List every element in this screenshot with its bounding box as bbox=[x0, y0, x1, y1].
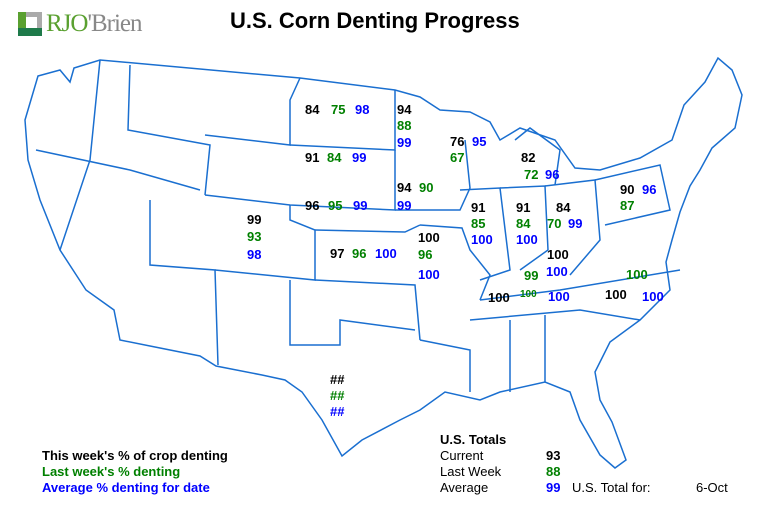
ia-average: 99 bbox=[397, 198, 412, 213]
co-current: 99 bbox=[247, 212, 262, 227]
sd-last-week: 84 bbox=[327, 150, 342, 165]
totals-last-label: Last Week bbox=[440, 464, 502, 479]
mi-average: 96 bbox=[545, 167, 560, 182]
il-current: 91 bbox=[471, 200, 486, 215]
page-title: U.S. Corn Denting Progress bbox=[230, 8, 520, 33]
mn-last-week: 88 bbox=[397, 118, 412, 133]
totals-avg-value: 99 bbox=[546, 480, 561, 495]
il-average: 100 bbox=[471, 232, 493, 247]
us-outline bbox=[24, 56, 743, 469]
nc-average: 100 bbox=[642, 289, 664, 304]
mi-current: 82 bbox=[521, 150, 536, 165]
logo-mark-icon bbox=[18, 12, 42, 36]
ks-current: 97 bbox=[330, 246, 345, 261]
ky-current: 100 bbox=[547, 247, 569, 262]
tn-last-week: 100 bbox=[520, 289, 537, 300]
nc-last-week: 100 bbox=[626, 267, 648, 282]
totals-current-value: 93 bbox=[546, 448, 561, 463]
mo-current: 100 bbox=[418, 230, 440, 245]
mn-average: 99 bbox=[397, 135, 412, 150]
totals-last-value: 88 bbox=[546, 464, 561, 479]
sd-current: 91 bbox=[305, 150, 320, 165]
total-for-date: 6-Oct bbox=[696, 480, 728, 495]
totals-heading: U.S. Totals bbox=[440, 432, 507, 447]
wi-last-week: 67 bbox=[450, 150, 465, 165]
sd-average: 99 bbox=[352, 150, 367, 165]
pa-average: 96 bbox=[642, 182, 657, 197]
ia-current: 94 bbox=[397, 180, 412, 195]
logo-text: RJO'Brien bbox=[46, 10, 143, 37]
ky-average: 100 bbox=[546, 264, 568, 279]
nc-current: 100 bbox=[605, 287, 627, 302]
ks-last-week: 96 bbox=[352, 246, 367, 261]
ne-last-week: 95 bbox=[328, 198, 343, 213]
ne-current: 96 bbox=[305, 198, 320, 213]
co-average: 98 bbox=[247, 247, 262, 262]
in-current: 91 bbox=[516, 200, 531, 215]
in-last-week: 84 bbox=[516, 216, 531, 231]
totals-avg-label: Average bbox=[440, 480, 489, 495]
wi-current: 76 bbox=[450, 134, 465, 149]
wi-average: 95 bbox=[472, 134, 487, 149]
tn-current: 100 bbox=[488, 290, 510, 305]
tx-current: ## bbox=[330, 372, 345, 387]
mn-current: 94 bbox=[397, 102, 412, 117]
ks-average: 100 bbox=[375, 246, 397, 261]
pa-current: 90 bbox=[620, 182, 635, 197]
nd-last-week: 75 bbox=[331, 102, 346, 117]
legend-current: This week's % of crop denting bbox=[42, 448, 228, 463]
state-borders bbox=[24, 56, 743, 469]
totals-current-label: Current bbox=[440, 448, 484, 463]
mo-average: 100 bbox=[418, 267, 440, 282]
il-last-week: 85 bbox=[471, 216, 486, 231]
nd-average: 98 bbox=[355, 102, 370, 117]
legend-average: Average % denting for date bbox=[42, 480, 210, 495]
total-for-label: U.S. Total for: bbox=[572, 480, 651, 495]
tx-last-week: ## bbox=[330, 388, 345, 403]
oh-last-week: 70 bbox=[547, 216, 562, 231]
in-average: 100 bbox=[516, 232, 538, 247]
pa-last-week: 87 bbox=[620, 198, 635, 213]
co-last-week: 93 bbox=[247, 229, 262, 244]
mo-last-week: 96 bbox=[418, 247, 433, 262]
oh-current: 84 bbox=[556, 200, 571, 215]
mi-last-week: 72 bbox=[524, 167, 539, 182]
nd-current: 84 bbox=[305, 102, 320, 117]
ia-last-week: 90 bbox=[419, 180, 434, 195]
ne-average: 99 bbox=[353, 198, 368, 213]
oh-average: 99 bbox=[568, 216, 583, 231]
ky-last-week: 99 bbox=[524, 268, 539, 283]
tx-average: ## bbox=[330, 404, 345, 419]
tn-average: 100 bbox=[548, 289, 570, 304]
legend-last-week: Last week's % denting bbox=[42, 464, 181, 479]
rjobrien-logo: RJO'Brien bbox=[18, 10, 143, 38]
